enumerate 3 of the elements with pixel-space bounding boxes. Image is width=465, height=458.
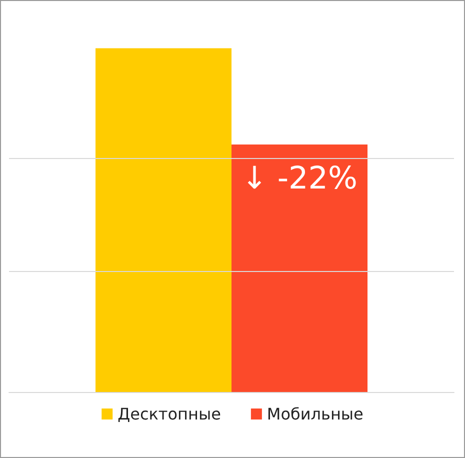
legend-label: Десктопные <box>118 404 221 424</box>
annotation: ↓ -22% <box>242 160 358 197</box>
legend-label: Мобильные <box>266 404 364 424</box>
